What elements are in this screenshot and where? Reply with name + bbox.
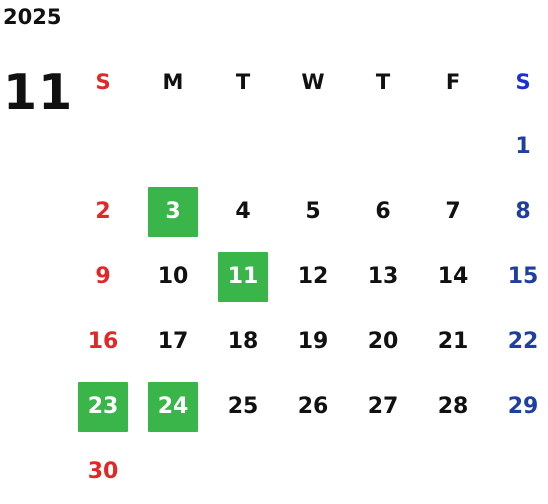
day-number: 4 [235, 199, 251, 224]
day-number: 24 [148, 381, 198, 432]
day-cell[interactable]: 8 [488, 179, 548, 244]
weekday-header: T [375, 69, 391, 94]
empty-day-cell [488, 439, 548, 504]
empty-day-cell [138, 439, 208, 504]
day-number: 1 [515, 134, 531, 159]
weekday-header: F [445, 69, 461, 94]
day-cell[interactable]: 21 [418, 309, 488, 374]
day-cell[interactable]: 16 [68, 309, 138, 374]
empty-day-cell [278, 439, 348, 504]
day-number: 27 [367, 394, 399, 419]
weekday-header: S [515, 69, 531, 94]
day-cell[interactable]: 10 [138, 244, 208, 309]
empty-day-cell [138, 114, 208, 179]
empty-day-cell [278, 114, 348, 179]
calendar-grid: S M T W T F S 1 2 3 4 5 6 7 8 9 10 11 12 13 14 15 16 17 18 19 20 21… [68, 49, 548, 504]
day-cell[interactable]: 18 [208, 309, 278, 374]
day-number: 28 [437, 394, 469, 419]
day-cell[interactable]: 15 [488, 244, 548, 309]
day-number: 10 [157, 264, 189, 289]
day-number: 19 [297, 329, 329, 354]
day-cell[interactable]: 6 [348, 179, 418, 244]
highlighted-day-cell[interactable]: 23 [68, 374, 138, 439]
day-cell[interactable]: 25 [208, 374, 278, 439]
day-cell[interactable]: 2 [68, 179, 138, 244]
day-number: 18 [227, 329, 259, 354]
day-cell[interactable]: 19 [278, 309, 348, 374]
day-cell[interactable]: 12 [278, 244, 348, 309]
day-number: 7 [445, 199, 461, 224]
weekday-header: S [95, 69, 111, 94]
day-number: 6 [375, 199, 391, 224]
day-number: 15 [507, 264, 539, 289]
day-number: 23 [78, 381, 128, 432]
day-number: 26 [297, 394, 329, 419]
day-number: 21 [437, 329, 469, 354]
day-cell[interactable]: 14 [418, 244, 488, 309]
day-cell[interactable]: 30 [68, 439, 138, 504]
day-cell[interactable]: 17 [138, 309, 208, 374]
day-cell[interactable]: 28 [418, 374, 488, 439]
day-cell[interactable]: 5 [278, 179, 348, 244]
day-number: 3 [148, 186, 198, 237]
day-number: 17 [157, 329, 189, 354]
day-cell[interactable]: 1 [488, 114, 548, 179]
empty-day-cell [68, 114, 138, 179]
empty-day-cell [208, 114, 278, 179]
day-number: 30 [87, 459, 119, 484]
day-cell[interactable]: 27 [348, 374, 418, 439]
day-cell[interactable]: 4 [208, 179, 278, 244]
day-number: 20 [367, 329, 399, 354]
weekday-header: T [235, 69, 251, 94]
day-cell[interactable]: 13 [348, 244, 418, 309]
day-number: 13 [367, 264, 399, 289]
day-number: 2 [95, 199, 111, 224]
month-label: 11 [3, 64, 74, 121]
day-number: 14 [437, 264, 469, 289]
day-number: 25 [227, 394, 259, 419]
day-number: 16 [87, 329, 119, 354]
highlighted-day-cell[interactable]: 24 [138, 374, 208, 439]
highlighted-day-cell[interactable]: 11 [208, 244, 278, 309]
empty-day-cell [208, 439, 278, 504]
day-cell[interactable]: 22 [488, 309, 548, 374]
day-number: 11 [218, 251, 268, 302]
day-cell[interactable]: 26 [278, 374, 348, 439]
highlighted-day-cell[interactable]: 3 [138, 179, 208, 244]
day-number: 29 [507, 394, 539, 419]
day-cell[interactable]: 20 [348, 309, 418, 374]
year-label: 2025 [3, 5, 62, 29]
day-number: 5 [305, 199, 321, 224]
empty-day-cell [418, 439, 488, 504]
day-number: 22 [507, 329, 539, 354]
day-cell[interactable]: 29 [488, 374, 548, 439]
day-number: 9 [95, 264, 111, 289]
day-number: 8 [515, 199, 531, 224]
day-cell[interactable]: 7 [418, 179, 488, 244]
day-cell[interactable]: 9 [68, 244, 138, 309]
empty-day-cell [348, 439, 418, 504]
day-number: 12 [297, 264, 329, 289]
empty-day-cell [348, 114, 418, 179]
weekday-header: M [162, 69, 184, 94]
weekday-header: W [301, 69, 325, 94]
empty-day-cell [418, 114, 488, 179]
